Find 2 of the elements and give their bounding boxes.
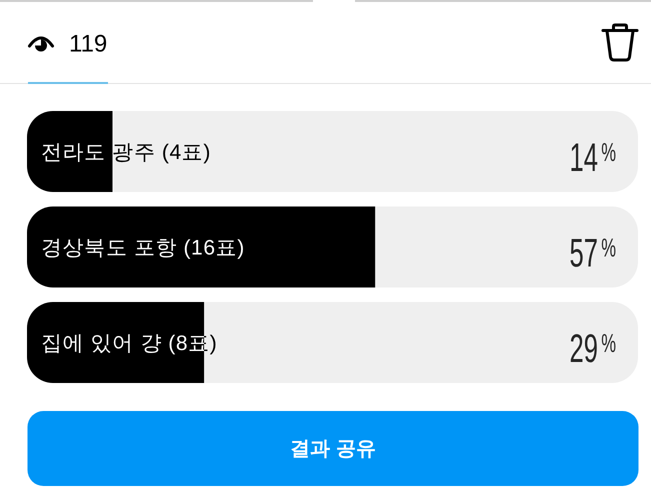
share-button-label: 결과 공유 (290, 438, 376, 460)
view-count: 119 (69, 30, 108, 58)
